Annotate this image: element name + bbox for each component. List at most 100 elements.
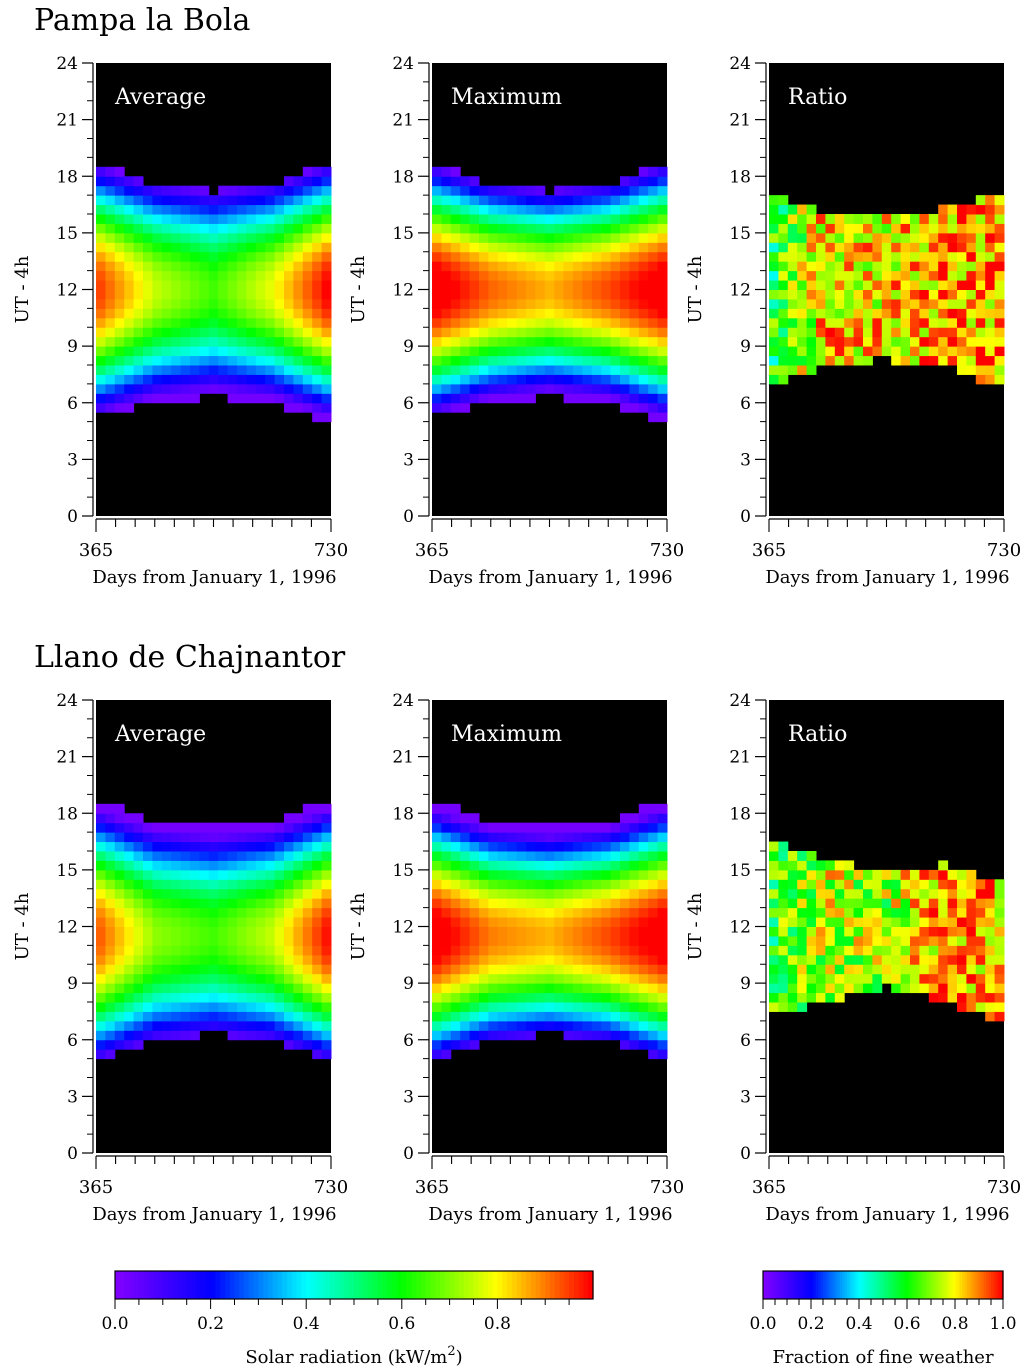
heatmap-cell [161, 355, 172, 366]
heatmap-cell [321, 964, 332, 975]
heatmap-cell [516, 954, 527, 965]
heatmap-cell [479, 935, 489, 946]
heatmap-cell [190, 1030, 200, 1041]
heatmap-cell [591, 204, 602, 215]
heatmap-cell [432, 992, 442, 1003]
heatmap-cell [825, 879, 836, 890]
heatmap-cell [302, 232, 313, 243]
heatmap-cell [657, 860, 668, 871]
heatmap-cell [227, 1011, 238, 1022]
heatmap-cell [190, 289, 200, 300]
heatmap-cell [321, 280, 332, 290]
heatmap-cell [806, 346, 817, 357]
heatmap-cell [227, 365, 238, 375]
heatmap-cell [872, 964, 883, 975]
colorbar-segment [363, 1271, 369, 1299]
heatmap-cell [563, 270, 574, 281]
heatmap-cell [255, 1011, 266, 1022]
heatmap-cell [516, 355, 527, 366]
heatmap-cell [966, 926, 977, 937]
heatmap-cell [629, 907, 640, 918]
heatmap-cell [133, 1011, 144, 1022]
colorbar-segment [401, 1271, 408, 1299]
heatmap-cell [312, 907, 323, 918]
heatmap-cell [284, 945, 294, 956]
heatmap-cell [601, 860, 612, 871]
heatmap-cell [573, 383, 583, 394]
heatmap-cell [919, 261, 930, 272]
colorbar-segment [315, 1271, 322, 1299]
heatmap-cell [582, 992, 593, 1003]
heatmap-cell [787, 242, 798, 253]
heatmap-cell [844, 298, 855, 309]
colorbar-segment [435, 1271, 441, 1299]
heatmap-cell [302, 879, 313, 890]
heatmap-cell [237, 374, 247, 385]
heatmap-cell [96, 270, 106, 281]
heatmap-cell [246, 261, 257, 272]
heatmap-cell [591, 973, 602, 984]
heatmap-cell [816, 860, 826, 871]
colorbar-tick-label: 0.2 [797, 1314, 824, 1334]
heatmap-cell [601, 383, 612, 394]
heatmap-cell [516, 336, 527, 347]
heatmap-cell [825, 308, 836, 319]
heatmap-cell [180, 973, 191, 984]
heatmap-cell [563, 214, 574, 224]
heatmap-cell [293, 223, 304, 234]
heatmap-cell [648, 992, 659, 1003]
heatmap-cell [900, 355, 911, 366]
heatmap-cell [105, 270, 116, 281]
heatmap-cell [816, 898, 826, 909]
heatmap-cell [554, 185, 565, 196]
heatmap-cell [975, 289, 986, 300]
colorbar-segment [392, 1271, 398, 1299]
heatmap-cell [312, 355, 323, 366]
heatmap-cell [648, 879, 659, 890]
heatmap-cell [190, 204, 200, 215]
heatmap-cell [657, 879, 668, 890]
heatmap-cell [601, 214, 612, 224]
heatmap-cell [863, 298, 873, 309]
heatmap-cell [526, 383, 536, 394]
heatmap-cell [853, 242, 864, 253]
heatmap-cell [610, 336, 621, 347]
heatmap-cell [190, 832, 200, 843]
heatmap-cell [516, 289, 527, 300]
heatmap-cell [161, 251, 172, 262]
heatmap-cell [479, 945, 489, 956]
heatmap-cell [601, 832, 612, 843]
heatmap-cell [143, 393, 153, 404]
heatmap-cell [610, 383, 621, 394]
heatmap-cell [312, 898, 323, 909]
heatmap-cell [582, 945, 593, 956]
heatmap-cell [180, 954, 191, 965]
heatmap-cell [900, 214, 911, 224]
heatmap-cell [124, 841, 135, 852]
heatmap-cell [872, 251, 883, 262]
heatmap-cell [629, 232, 640, 243]
heatmap-cell [199, 232, 210, 243]
panel-label: Ratio [788, 85, 847, 110]
heatmap-cell [648, 289, 659, 300]
heatmap-cell [573, 223, 583, 234]
heatmap-cell [284, 983, 294, 994]
heatmap-cell [124, 242, 135, 253]
heatmap-cell [96, 223, 106, 234]
heatmap-cell [563, 860, 574, 871]
heatmap-cell [853, 308, 864, 319]
heatmap-cell [947, 983, 958, 994]
heatmap-cell [124, 383, 135, 394]
colorbar-segment [959, 1271, 963, 1299]
heatmap-cell [573, 841, 583, 852]
heatmap-cell [526, 270, 536, 281]
heatmap-cell [769, 945, 779, 956]
heatmap-cell [469, 298, 480, 309]
heatmap-cell [302, 214, 313, 224]
heatmap-cell [507, 851, 518, 861]
heatmap-cell [152, 280, 163, 290]
heatmap-cell [994, 261, 1005, 272]
colorbar-segment [382, 1271, 389, 1299]
heatmap-cell [638, 214, 649, 224]
heatmap-cell [563, 289, 574, 300]
